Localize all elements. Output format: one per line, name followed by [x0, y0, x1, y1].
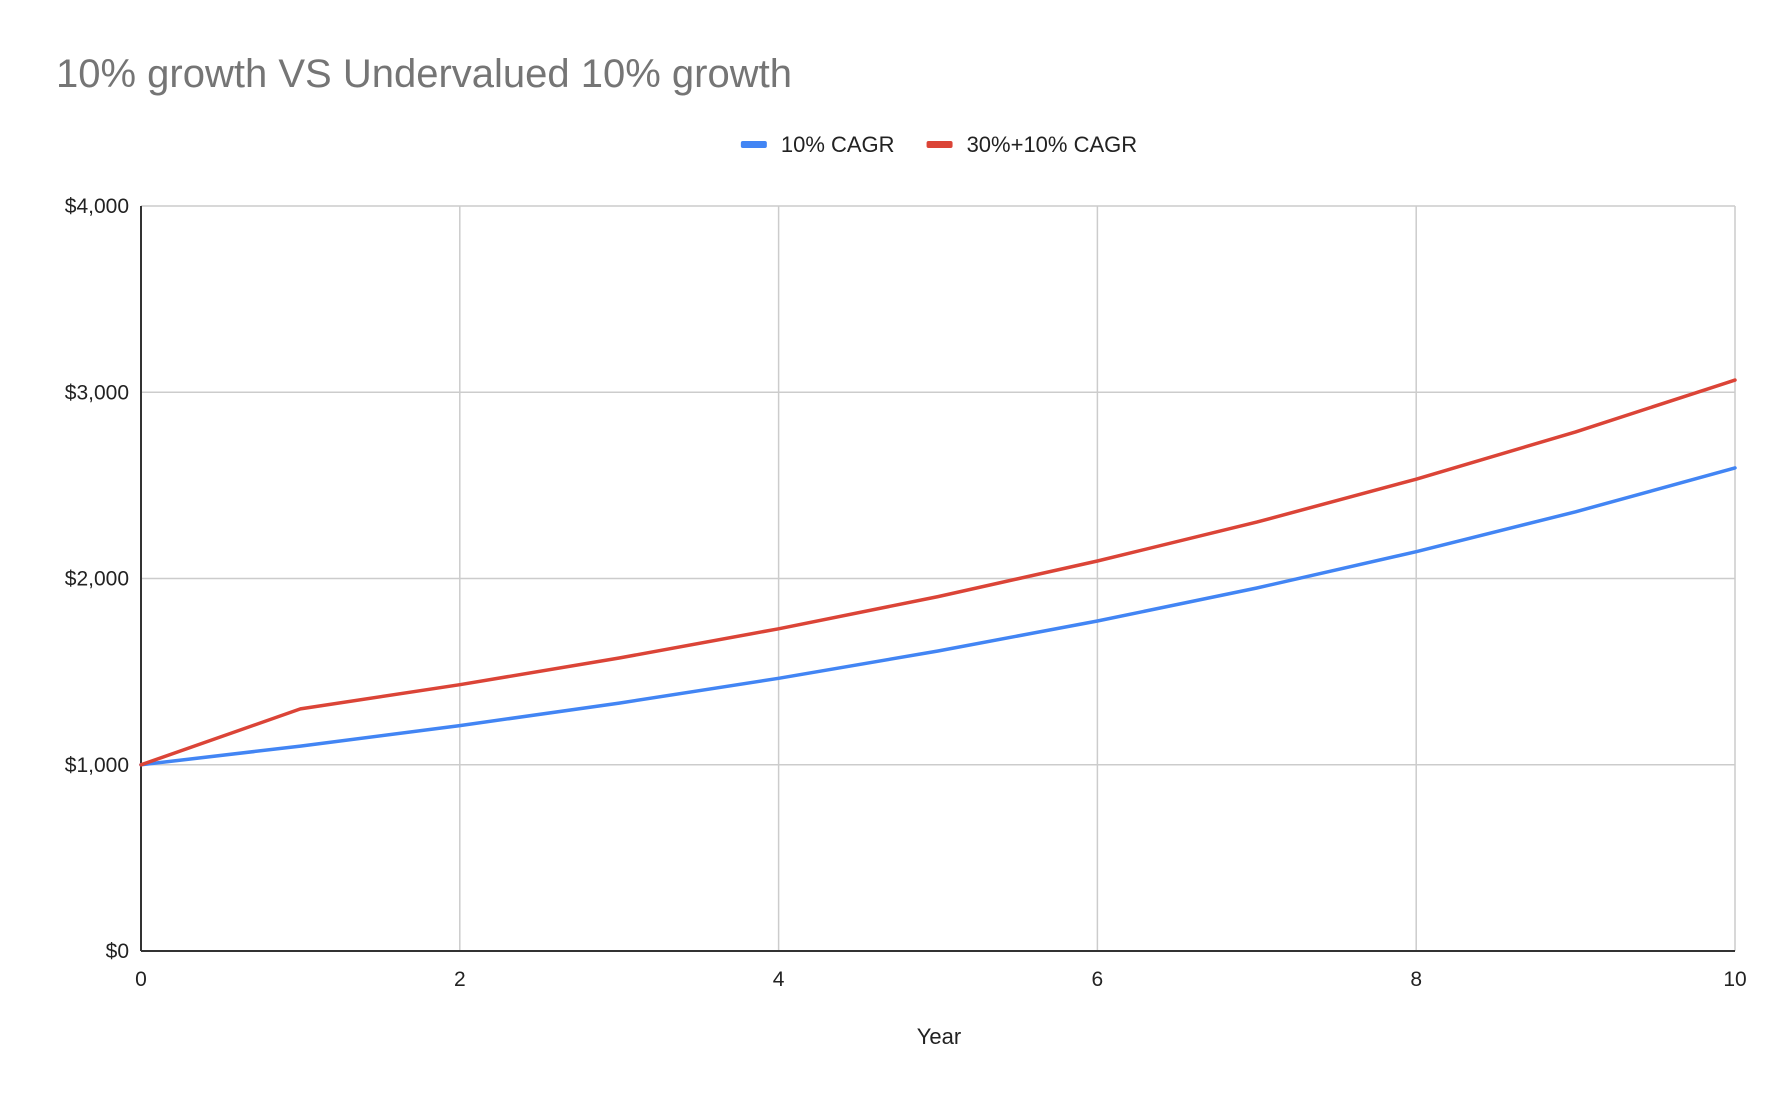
- gridlines: [141, 205, 1736, 951]
- x-tick-label: 0: [135, 968, 147, 991]
- legend-swatch: [740, 141, 767, 148]
- series-lines: [139, 378, 1737, 767]
- legend-label: 30%+10% CAGR: [967, 132, 1138, 157]
- y-tick-label: $3,000: [65, 381, 129, 404]
- x-tick-label: 2: [454, 968, 466, 991]
- x-axis-title: Year: [917, 1024, 961, 1049]
- x-tick-label: 6: [1092, 968, 1104, 991]
- series-line: [139, 378, 1737, 767]
- y-tick-label: $4,000: [65, 195, 129, 218]
- legend-swatch: [926, 141, 953, 148]
- y-tick-label: $1,000: [65, 754, 129, 777]
- y-tick-label: $0: [106, 940, 129, 963]
- chart-title: 10% growth VS Undervalued 10% growth: [56, 52, 792, 96]
- x-tick-label: 8: [1410, 968, 1422, 991]
- legend: 10% CAGR 30%+10% CAGR: [740, 132, 1138, 157]
- x-axis-tick-labels: 0 2 4 6 8 10: [135, 968, 1747, 991]
- series-line: [139, 466, 1737, 767]
- y-tick-label: $2,000: [65, 568, 129, 591]
- legend-label: 10% CAGR: [781, 132, 895, 157]
- axes: [140, 206, 1735, 952]
- x-tick-label: 10: [1723, 968, 1746, 991]
- y-axis-tick-labels: $0 $1,000 $2,000 $3,000 $4,000: [65, 195, 129, 963]
- x-tick-label: 4: [773, 968, 785, 991]
